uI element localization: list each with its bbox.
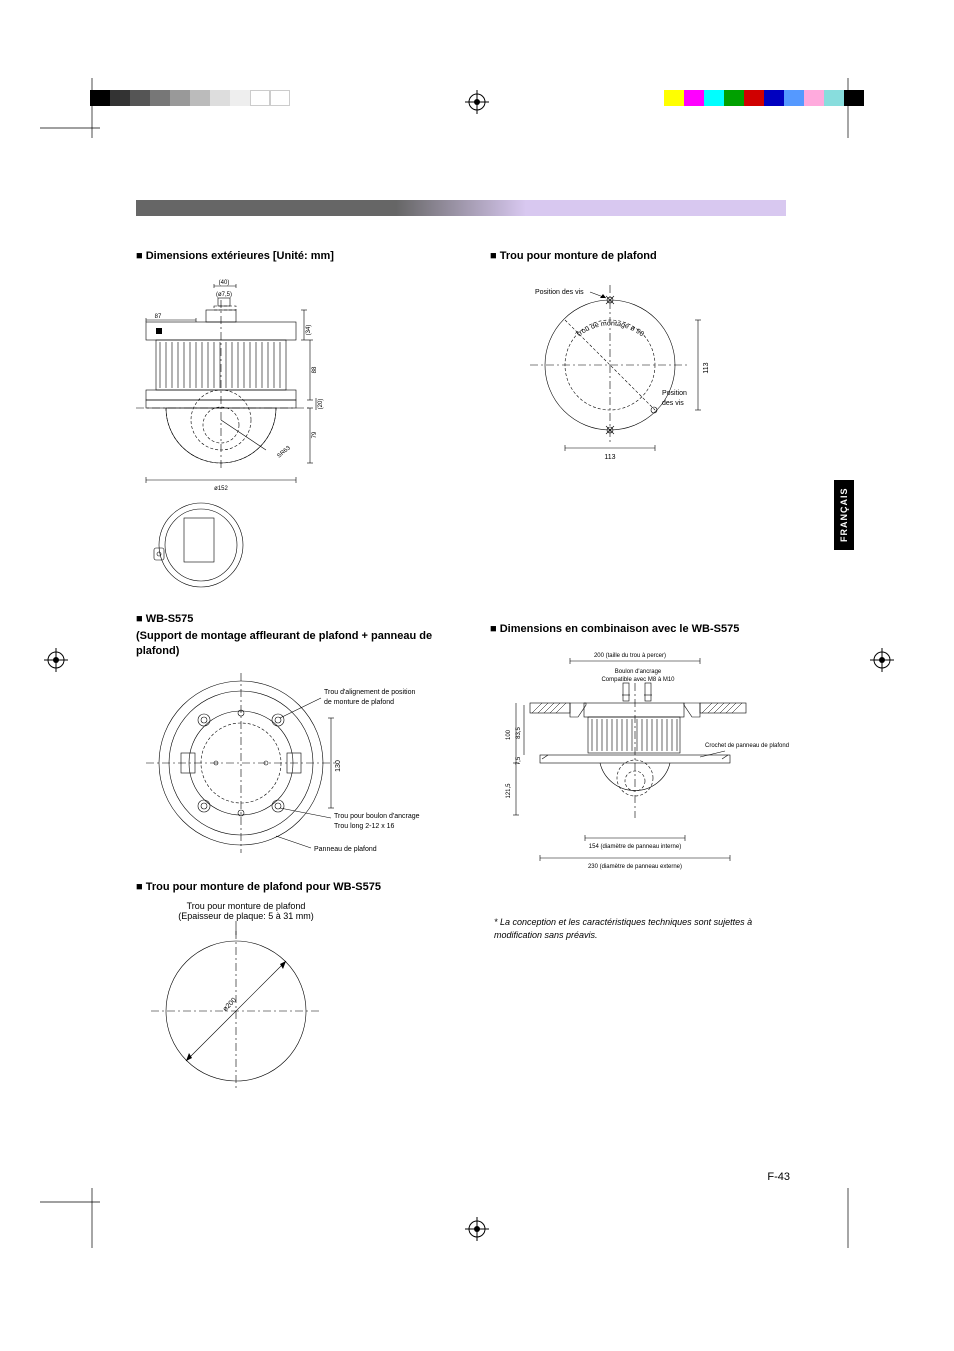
registration-mark-top — [465, 90, 489, 114]
page-number: F-43 — [767, 1171, 790, 1183]
side-reg-right — [870, 648, 894, 672]
heading-ceiling-hole: ■ Trou pour monture de plafond — [490, 250, 790, 262]
svg-text:Compatible avec M8 à M10: Compatible avec M8 à M10 — [601, 677, 675, 683]
heading-ceiling-hole-wb: ■ Trou pour monture de plafond pour WB-S… — [136, 881, 456, 893]
footnote: * La conception et les caractéristiques … — [490, 916, 790, 941]
diagram-external-dimensions: (40) (ø7,5) 87 — [136, 270, 456, 593]
heading-dims-ext: ■ Dimensions extérieures [Unité: mm] — [136, 250, 456, 262]
svg-text:(40): (40) — [219, 280, 230, 286]
svg-text:154 (diamètre de panneau inter: 154 (diamètre de panneau interne) — [589, 844, 681, 850]
right-column: ■ Trou pour monture de plafond Position … — [490, 250, 790, 941]
svg-text:79: 79 — [312, 431, 318, 438]
svg-text:88: 88 — [312, 366, 318, 373]
d4-label-title2: (Epaisseur de plaque: 5 à 31 mm) — [178, 911, 314, 921]
svg-text:7,5: 7,5 — [516, 756, 522, 765]
svg-text:Trou long 2-12 x 16: Trou long 2-12 x 16 — [334, 823, 395, 830]
svg-text:de monture de plafond: de monture de plafond — [324, 699, 394, 706]
header-gradient-bar — [136, 200, 786, 216]
svg-text:Trou d'alignement de position: Trou d'alignement de position — [324, 689, 415, 696]
d4-label-title1: Trou pour monture de plafond — [187, 901, 306, 911]
svg-text:Crochet de panneau de plafond: Crochet de panneau de plafond (x2) — [705, 743, 790, 749]
registration-mark-bottom — [465, 1217, 489, 1241]
registration-bar-left — [90, 90, 290, 106]
svg-text:des vis: des vis — [662, 400, 684, 407]
svg-text:Panneau de plafond: Panneau de plafond — [314, 846, 377, 853]
heading-wb-s575-desc: (Support de montage affleurant de plafon… — [136, 629, 456, 660]
diagram-wb-s575-bracket: Trou d'alignement de position de monture… — [136, 668, 456, 861]
svg-text:83,5: 83,5 — [516, 727, 522, 739]
svg-text:121,5: 121,5 — [506, 783, 512, 799]
diagram-combo: 200 (taille du trou à percer) Boulon d'a… — [490, 643, 790, 886]
svg-text:113: 113 — [703, 362, 710, 373]
svg-text:ø152: ø152 — [214, 486, 228, 492]
svg-text:230 (diamètre de panneau exter: 230 (diamètre de panneau externe) — [588, 864, 682, 870]
side-reg-left — [44, 648, 68, 672]
registration-bar-right — [664, 90, 864, 106]
svg-text:SR63: SR63 — [276, 445, 292, 460]
svg-text:130: 130 — [335, 760, 342, 772]
language-tab: FRANÇAIS — [834, 480, 854, 550]
svg-text:(34): (34) — [306, 325, 312, 336]
diagram-ceiling-hole-wb: Trou pour monture de plafond (Epaisseur … — [136, 901, 456, 1104]
heading-combo: ■ Dimensions en combinaison avec le WB-S… — [490, 623, 790, 635]
svg-text:(ø7,5): (ø7,5) — [216, 292, 232, 298]
svg-text:100: 100 — [506, 729, 512, 740]
svg-text:87: 87 — [155, 314, 162, 320]
svg-text:Trou pour boulon d'ancrage: Trou pour boulon d'ancrage — [334, 813, 420, 820]
svg-text:Boulon d'ancrage: Boulon d'ancrage — [615, 669, 662, 675]
svg-text:Position des vis: Position des vis — [535, 289, 584, 296]
svg-text:113: 113 — [604, 454, 615, 460]
svg-text:200 (taille du trou à percer): 200 (taille du trou à percer) — [594, 653, 666, 659]
svg-text:Position: Position — [662, 390, 687, 397]
left-column: ■ Dimensions extérieures [Unité: mm] (40… — [136, 250, 456, 1124]
diagram-ceiling-hole: Position des vis Position des vis Trou d… — [490, 270, 790, 463]
heading-wb-s575: ■ WB-S575 — [136, 613, 456, 625]
svg-text:(20): (20) — [318, 399, 324, 410]
svg-text:ø200: ø200 — [222, 997, 238, 1013]
